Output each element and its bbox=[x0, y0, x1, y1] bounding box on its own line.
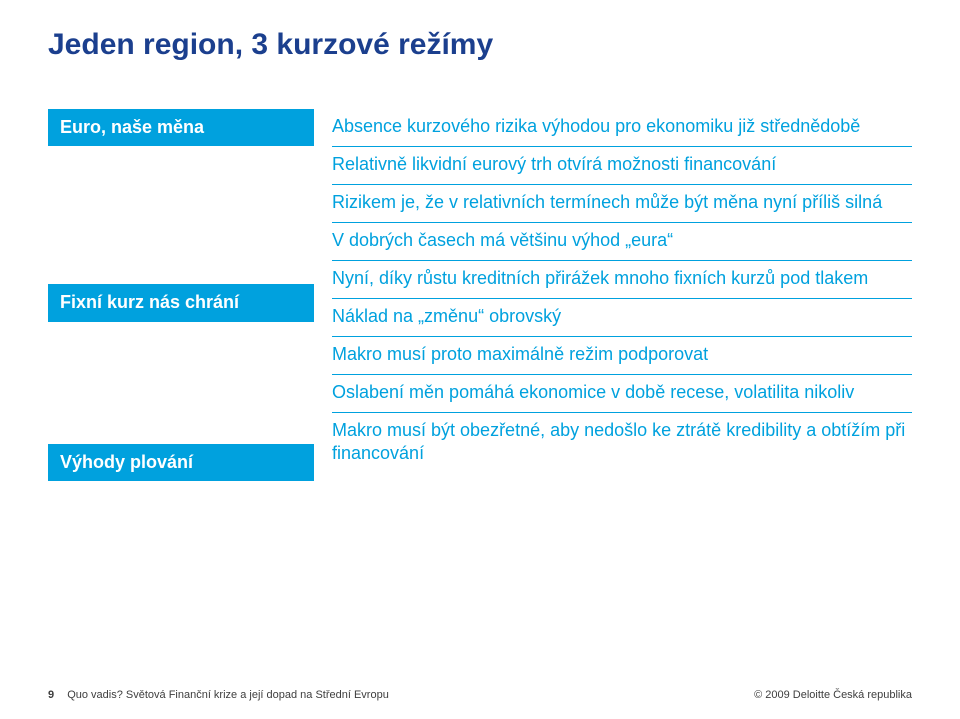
para-7: Makro musí proto maximálně režim podporo… bbox=[332, 337, 912, 375]
para-5: Nyní, díky růstu kreditních přirážek mno… bbox=[332, 261, 912, 299]
label-floating: Výhody plování bbox=[48, 444, 314, 482]
para-2: Relativně likvidní eurový trh otvírá mož… bbox=[332, 147, 912, 185]
footer-left-text: Quo vadis? Světová Finanční krize a její… bbox=[67, 689, 389, 701]
slide: Jeden region, 3 kurzové režímy Euro, naš… bbox=[0, 0, 960, 719]
page-number: 9 bbox=[48, 689, 54, 701]
right-column: Absence kurzového rizika výhodou pro eko… bbox=[314, 109, 912, 482]
spacer bbox=[48, 322, 314, 444]
label-fixed: Fixní kurz nás chrání bbox=[48, 284, 314, 322]
footer-right: © 2009 Deloitte Česká republika bbox=[754, 689, 912, 701]
label-euro: Euro, naše měna bbox=[48, 109, 314, 147]
para-6: Náklad na „změnu“ obrovský bbox=[332, 299, 912, 337]
para-8: Oslabení měn pomáhá ekonomice v době rec… bbox=[332, 375, 912, 413]
para-3: Rizikem je, že v relativních termínech m… bbox=[332, 185, 912, 223]
page-title: Jeden region, 3 kurzové režímy bbox=[48, 28, 912, 63]
content-columns: Euro, naše měna Fixní kurz nás chrání Vý… bbox=[48, 109, 912, 482]
spacer bbox=[48, 146, 314, 284]
footer-left: 9 Quo vadis? Světová Finanční krize a je… bbox=[48, 689, 389, 701]
para-1: Absence kurzového rizika výhodou pro eko… bbox=[332, 109, 912, 147]
para-9: Makro musí být obezřetné, aby nedošlo ke… bbox=[332, 413, 912, 473]
footer: 9 Quo vadis? Světová Finanční krize a je… bbox=[48, 689, 912, 701]
left-column: Euro, naše měna Fixní kurz nás chrání Vý… bbox=[48, 109, 314, 482]
para-4: V dobrých časech má většinu výhod „eura“ bbox=[332, 223, 912, 261]
